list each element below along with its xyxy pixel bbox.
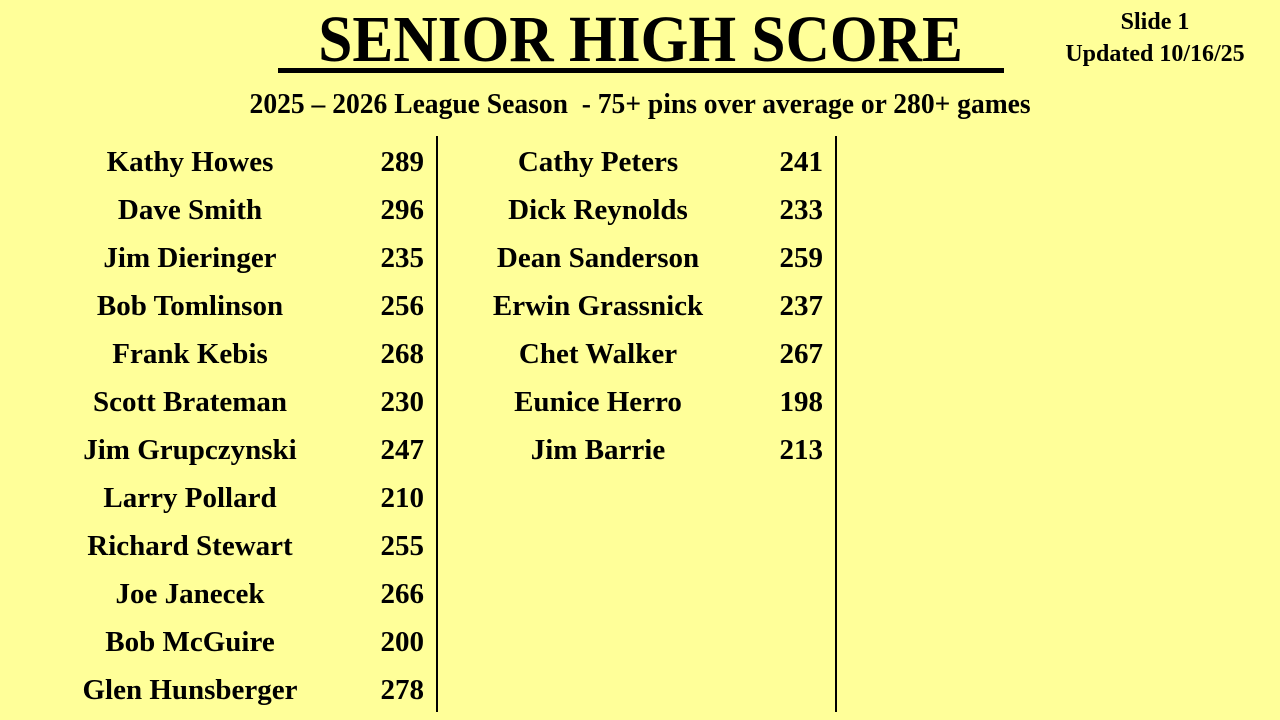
bowler-name: Cathy Peters	[517, 146, 679, 178]
bowler-score: 268	[380, 338, 425, 370]
bowler-name: Dave Smith	[117, 194, 263, 226]
bowler-name: Frank Kebis	[112, 338, 268, 370]
bowler-name: Richard Stewart	[87, 530, 293, 562]
bowler-score: 289	[380, 146, 425, 178]
bowler-score: 267	[779, 338, 824, 370]
column-divider	[835, 136, 837, 712]
bowler-name: Kathy Howes	[106, 146, 274, 178]
bowler-score: 233	[779, 194, 824, 226]
bowler-score: 256	[380, 290, 425, 322]
bowler-name: Larry Pollard	[103, 482, 277, 514]
bowler-name: Bob Tomlinson	[96, 290, 284, 322]
bowler-name: Erwin Grassnick	[492, 290, 704, 322]
bowler-name: Scott Brateman	[92, 386, 288, 418]
bowler-score: 241	[779, 146, 824, 178]
bowler-name: Jim Grupczynski	[83, 434, 297, 466]
bowler-score: 210	[380, 482, 425, 514]
bowler-score: 198	[779, 386, 824, 418]
bowler-name: Glen Hunsberger	[82, 674, 298, 706]
bowler-score: 200	[380, 626, 425, 658]
bowler-score: 230	[380, 386, 425, 418]
bowler-name: Joe Janecek	[115, 578, 265, 610]
title-underline	[278, 68, 1004, 73]
bowler-name: Dick Reynolds	[508, 194, 688, 226]
bowler-score: 213	[779, 434, 824, 466]
page-title: SENIOR HIGH SCORE	[318, 3, 964, 76]
bowler-score: 259	[779, 242, 824, 274]
updated-date: Updated 10/16/25	[1065, 41, 1245, 67]
bowler-name: Eunice Herro	[514, 386, 682, 418]
bowler-score: 235	[380, 242, 425, 274]
bowler-score: 255	[380, 530, 425, 562]
bowler-score: 237	[779, 290, 824, 322]
bowler-score: 278	[380, 674, 425, 706]
subtitle: 2025 – 2026 League Season - 75+ pins ove…	[249, 88, 1031, 120]
bowler-name: Bob McGuire	[105, 626, 275, 658]
slide-number: Slide 1	[1120, 9, 1190, 35]
bowler-score: 296	[380, 194, 425, 226]
bowler-name: Chet Walker	[518, 338, 678, 370]
bowler-name: Jim Dieringer	[103, 242, 277, 274]
column-divider	[436, 136, 438, 712]
slide-info: Slide 1 Updated 10/16/25	[1040, 6, 1270, 70]
bowler-score: 247	[380, 434, 425, 466]
bowler-score: 266	[380, 578, 425, 610]
bowler-name: Dean Sanderson	[496, 242, 700, 274]
bowler-name: Jim Barrie	[530, 434, 666, 466]
